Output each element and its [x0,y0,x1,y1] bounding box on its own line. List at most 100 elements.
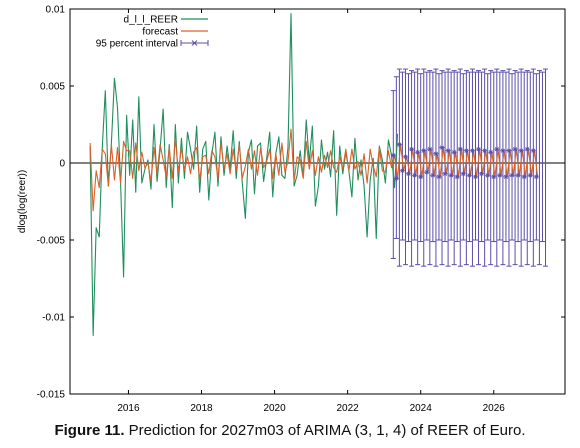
marker-stroke [461,171,466,176]
interval-point-marker [509,172,515,178]
interval-point-marker [402,154,408,160]
y-tick-label: -0.01 [42,313,65,324]
interval-point-marker [521,174,527,180]
interval-point-marker [503,174,509,180]
marker-stroke [449,173,454,178]
marker-stroke [464,148,469,153]
marker-stroke [421,148,426,153]
interval-point-marker [500,148,506,154]
marker-stroke [534,174,539,179]
marker-stroke [491,174,496,179]
marker-stroke [519,148,524,153]
marker-stroke [458,147,463,152]
interval-point-marker [415,149,421,155]
interval-point-marker [433,151,439,157]
chart-svg: 0.01 0.005 0 -0.005 -0.01 -0.015 2016 2018 2020 2… [17,5,566,414]
interval-point-marker [463,148,469,154]
marker-stroke [391,153,396,158]
interval-point-marker [396,142,402,148]
figure-caption-label: Figure 11. [54,422,125,439]
x-tick-label: 2026 [483,403,506,414]
x-tick-label: 2016 [117,403,140,414]
marker-stroke [452,150,457,155]
interval-point-marker [518,148,524,154]
interval-point-marker [488,149,494,155]
axes-layer: 0.01 0.005 0 -0.005 -0.01 -0.015 2016 2018 2020 2… [17,5,566,414]
marker-stroke [497,173,502,178]
interval-point-marker [390,152,396,158]
interval-point-marker [418,174,424,180]
interval-point-marker [491,174,497,180]
marker-stroke [470,148,475,153]
marker-stroke [433,151,438,156]
interval-point-marker [442,171,448,177]
legend-label: forecast [142,27,178,38]
marker-stroke [400,168,405,173]
interval-point-marker [506,148,512,154]
x-tick-label: 2024 [410,403,433,414]
interval-point-marker [457,146,463,152]
interval-point-marker [479,171,485,177]
marker-stroke [479,171,484,176]
series-layer [89,13,549,337]
marker-stroke [430,173,435,178]
marker-stroke [455,174,460,179]
interval-point-marker [494,146,500,152]
interval-point-marker [427,146,433,152]
interval-point-marker [406,171,412,177]
interval-point-marker [424,169,430,175]
y-tick-label: 0.005 [40,82,65,93]
marker-stroke [509,173,515,178]
interval-point-marker [409,146,415,152]
marker-stroke [473,174,478,179]
interval-point-marker [439,145,445,151]
figure-caption-text: Prediction for 2027m03 of ARIMA (3, 1, 4… [128,422,526,439]
interval-point-marker [515,172,521,178]
marker-stroke [397,142,402,147]
marker-stroke [485,173,490,178]
marker-stroke [500,148,505,153]
marker-stroke [488,150,493,155]
interval-point-marker [460,171,466,177]
y-tick-label: 0 [59,159,65,170]
interval-point-marker [393,175,399,181]
y-tick-label: 0.01 [46,5,66,16]
figure-caption: Figure 11. Prediction for 2027m03 of ARI… [0,422,580,439]
x-tick-label: 2020 [263,403,286,414]
marker-stroke [516,173,521,178]
marker-stroke [494,147,499,152]
y-tick-label: -0.005 [37,236,66,247]
y-axis-label: dlog(log(reer)) [17,170,28,233]
interval-point-marker [530,148,536,154]
marker-stroke [506,148,512,153]
marker-stroke [442,171,448,176]
interval-point-marker [476,146,482,152]
interval-point-marker [512,146,518,152]
marker-stroke [531,148,536,153]
marker-stroke [482,148,487,153]
marker-stroke [427,147,432,152]
interval-point-marker [454,174,460,180]
marker-stroke [436,174,442,179]
legend-sample-marker [191,40,198,46]
interval-point-marker [448,172,454,178]
marker-stroke [446,148,451,153]
marker-stroke [394,176,399,181]
marker-stroke [467,173,472,178]
interval-point-marker [469,148,475,154]
interval-point-marker [412,172,418,178]
marker-stroke [522,174,527,179]
x-tick-label: 2022 [337,403,360,414]
interval-point-marker [527,172,533,178]
plot-frame [69,8,566,395]
interval-point-marker [472,174,478,180]
interval-point-marker [399,168,405,174]
marker-stroke [439,145,445,150]
interval-point-marker [451,149,457,155]
interval-point-marker [466,172,472,178]
interval-point-marker [485,172,491,178]
interval-point-marker [436,174,442,180]
interval-point-marker [497,172,503,178]
forecast-series-line [89,128,539,212]
